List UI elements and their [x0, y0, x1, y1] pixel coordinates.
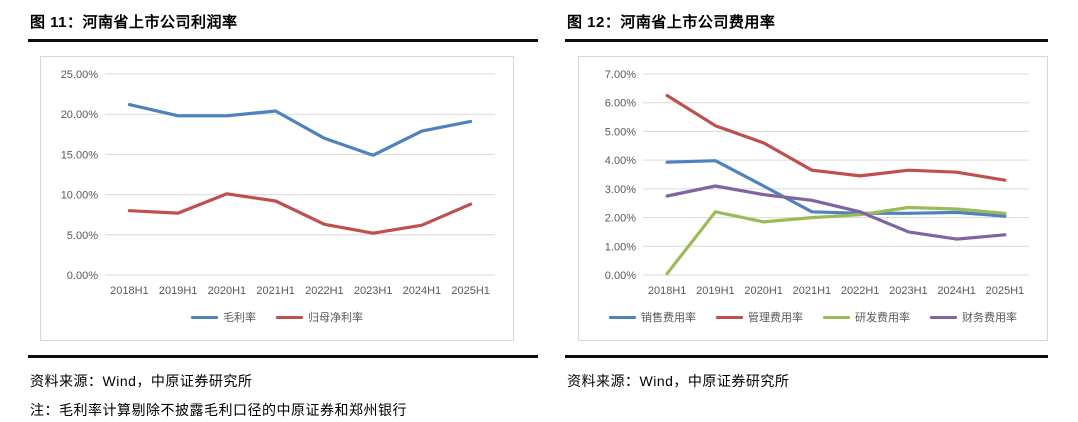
- y-tick-label: 6.00%: [605, 98, 636, 110]
- figure-12-title: 图 12：河南省上市公司费用率: [567, 14, 776, 31]
- y-tick-label: 4.00%: [605, 155, 636, 167]
- legend-label: 研发费用率: [855, 312, 910, 324]
- legend-label: 财务费用率: [962, 312, 1017, 324]
- y-tick-label: 5.00%: [67, 230, 98, 242]
- series-line-1: [127, 192, 473, 235]
- legend-item: 研发费用率: [823, 309, 910, 325]
- x-tick-label: 2022H1: [305, 285, 344, 297]
- y-tick-label: 5.00%: [605, 126, 636, 138]
- x-tick-label: 2019H1: [159, 285, 198, 297]
- expense-ratio-chart: 0.00% 1.00% 2.00% 3.00% 4.00% 5.00% 6.00% 7.00%…: [578, 56, 1048, 341]
- y-tick-label: 7.00%: [605, 69, 636, 81]
- legend-swatch: [823, 315, 850, 319]
- y-tick-label: 2.00%: [605, 213, 636, 225]
- x-tick-label: 2021H1: [793, 285, 832, 297]
- series-line-3: [665, 184, 1007, 241]
- legend-item: 管理费用率: [716, 309, 803, 325]
- y-tick-label: 0.00%: [67, 270, 98, 282]
- series-line-0: [665, 159, 1007, 218]
- y-tick-label: 0.00%: [605, 270, 636, 282]
- profit-margin-legend: 毛利率 归母净利率: [41, 306, 513, 335]
- series-line-1: [665, 93, 1007, 182]
- legend-swatch: [609, 315, 636, 319]
- x-tick-label: 2019H1: [696, 285, 735, 297]
- legend-item: 销售费用率: [609, 309, 696, 325]
- x-tick-label: 2025H1: [986, 285, 1025, 297]
- figure-12-panel: 图 12：河南省上市公司费用率 0.00% 1.00% 2.00% 3.00% 4.00…: [565, 8, 1048, 420]
- y-tick-label: 20.00%: [61, 109, 99, 121]
- y-tick-label: 25.00%: [61, 69, 99, 81]
- legend-swatch: [930, 315, 957, 319]
- x-tick-label: 2024H1: [403, 285, 442, 297]
- x-tick-label: 2018H1: [648, 285, 687, 297]
- legend-item: 毛利率: [191, 309, 256, 325]
- legend-label: 管理费用率: [748, 312, 803, 324]
- legend-label: 归母净利率: [308, 312, 363, 324]
- profit-margin-line-chart: 0.00% 5.00% 10.00% 15.00% 20.00% 25.00% 2018H1…: [61, 69, 495, 297]
- x-tick-label: 2022H1: [841, 285, 880, 297]
- profit-margin-chart: 0.00% 5.00% 10.00% 15.00% 20.00% 25.00% 2018H1…: [40, 56, 514, 341]
- y-tick-label: 15.00%: [61, 149, 99, 161]
- x-tick-label: 2024H1: [937, 285, 976, 297]
- x-tick-label: 2023H1: [889, 285, 928, 297]
- y-tick-label: 10.00%: [61, 190, 99, 202]
- legend-swatch: [716, 315, 743, 319]
- legend-swatch: [191, 315, 218, 319]
- expense-ratio-legend: 销售费用率 管理费用率 研发费用率 财务费用率: [579, 306, 1047, 335]
- figure-11-source: 资料来源：Wind，中原证券研究所: [30, 373, 253, 389]
- series-line-0: [127, 102, 473, 157]
- figure-12-title-rule: [565, 39, 1048, 42]
- series-line-2: [665, 205, 1007, 276]
- y-tick-label: 1.00%: [605, 241, 636, 253]
- x-tick-label: 2023H1: [354, 285, 393, 297]
- x-tick-label: 2025H1: [451, 285, 490, 297]
- legend-item: 财务费用率: [930, 309, 1017, 325]
- x-tick-label: 2020H1: [208, 285, 247, 297]
- x-tick-label: 2020H1: [744, 285, 783, 297]
- y-tick-label: 3.00%: [605, 184, 636, 196]
- figure-11-title: 图 11：河南省上市公司利润率: [30, 14, 238, 31]
- figure-11-title-rule: [28, 39, 538, 42]
- x-tick-label: 2021H1: [256, 285, 295, 297]
- legend-label: 毛利率: [223, 312, 256, 324]
- x-tick-label: 2018H1: [110, 285, 149, 297]
- legend-label: 销售费用率: [641, 312, 696, 324]
- legend-item: 归母净利率: [276, 309, 363, 325]
- figure-12-source: 资料来源：Wind，中原证券研究所: [567, 373, 790, 389]
- expense-ratio-line-chart: 0.00% 1.00% 2.00% 3.00% 4.00% 5.00% 6.00% 7.00%…: [605, 69, 1029, 297]
- figure-11-bottom-rule: [28, 355, 538, 358]
- figure-12-bottom-rule: [565, 355, 1048, 358]
- figure-11-note: 注：毛利率计算剔除不披露毛利口径的中原证券和郑州银行: [30, 402, 407, 418]
- legend-swatch: [276, 315, 303, 319]
- figure-11-panel: 图 11：河南省上市公司利润率 0.00% 5.00% 10.00% 15.00% 20…: [28, 8, 538, 420]
